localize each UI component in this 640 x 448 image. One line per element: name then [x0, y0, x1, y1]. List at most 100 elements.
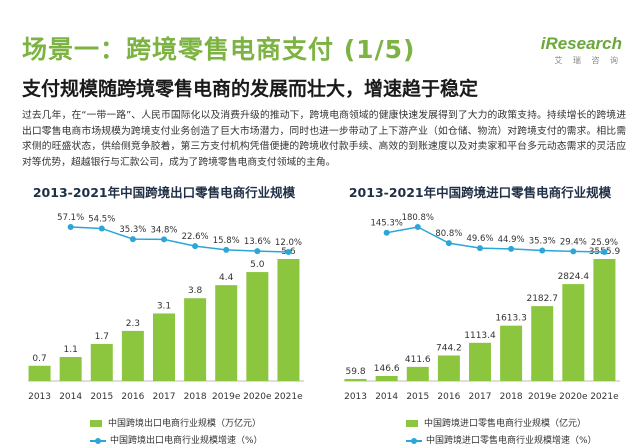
- line-point: [98, 225, 105, 232]
- x-tick-label: 2016: [437, 392, 460, 402]
- line-value-label: 80.8%: [435, 229, 462, 239]
- legend-item-line: 中国跨境出口电商行业规模增速（%）: [90, 433, 263, 446]
- legend-item-bar: 中国跨境出口电商行业规模（万亿元）: [90, 416, 261, 429]
- x-tick-label: 2017: [153, 392, 176, 402]
- bar: [437, 355, 460, 381]
- bar: [500, 325, 523, 381]
- chart-import: 2013-2021年中国跨境进口零售电商行业规模 59.8 2013 146.6 20…: [330, 180, 630, 448]
- bar-value-label: 5.0: [250, 260, 265, 270]
- x-tick-label: 2013: [344, 392, 367, 402]
- bar-value-label: 3.1: [157, 301, 171, 311]
- chart-export-svg: 0.7 2013 1.1 2014 1.7 2015 2.3 2016 3.1 2017 3.8 20…: [28, 213, 304, 402]
- line-value-label: 34.8%: [150, 225, 177, 235]
- line-value-label: 15.8%: [213, 236, 240, 246]
- bar-value-label: 3.8: [188, 286, 203, 296]
- x-tick-label: 2021e: [590, 392, 619, 402]
- bar: [215, 285, 238, 381]
- bar: [153, 313, 175, 381]
- bar: [562, 284, 585, 381]
- line-value-label: 49.6%: [466, 234, 493, 244]
- page-title: 场景一：跨境零售电商支付 (1/5): [22, 35, 416, 64]
- bar-value-label: 2182.7: [526, 294, 558, 304]
- line-value-label: 54.5%: [88, 214, 115, 224]
- line-value-label: 25.9%: [591, 238, 618, 248]
- line-value-label: 180.8%: [402, 213, 434, 223]
- x-tick-label: 2020e: [243, 392, 272, 402]
- line-value-label: 29.4%: [560, 237, 587, 247]
- bar-value-label: 2824.4: [558, 272, 590, 282]
- brand-logo: iResearch: [540, 34, 622, 53]
- legend-label: 中国跨境进口零售电商行业规模（亿元）: [424, 419, 587, 429]
- line-value-label: 35.3%: [119, 225, 146, 235]
- x-tick-label: 2021e: [274, 392, 303, 402]
- legend-swatch-line: [406, 437, 422, 444]
- bar: [28, 365, 51, 381]
- x-tick-label: 2016: [121, 392, 144, 402]
- line-point: [67, 224, 74, 230]
- bar: [246, 272, 269, 381]
- line-point: [539, 247, 546, 254]
- bar: [277, 259, 300, 381]
- x-tick-label: 2015: [406, 392, 429, 402]
- x-tick-label: 2017: [469, 392, 492, 402]
- bar: [184, 298, 207, 381]
- legend-swatch-bar: [406, 420, 418, 427]
- bar-value-label: 411.6: [405, 355, 431, 365]
- chart-export: 2013-2021年中国跨境出口零售电商行业规模 0.7 2013 1.1 2014 1…: [14, 180, 314, 448]
- line-point: [508, 245, 515, 252]
- chart-title: 2013-2021年中国跨境出口零售电商行业规模: [32, 185, 296, 200]
- chart-import-svg: 59.8 2013 146.6 2014 411.6 2015 744.2 2016 1113.…: [344, 213, 620, 402]
- legend-label: 中国跨境出口电商行业规模增速（%）: [110, 436, 263, 446]
- bar-value-label: 2.3: [126, 319, 140, 329]
- line-value-label: 145.3%: [370, 219, 402, 229]
- bar: [593, 259, 616, 381]
- legend-label: 中国跨境进口零售电商行业规模增速（%）: [426, 436, 597, 446]
- line-point: [477, 245, 483, 252]
- body-paragraph: 过去几年，在“一带一路”、人民币国际化以及消费升级的推动下，跨境电商领域的健康快…: [22, 110, 626, 168]
- brand-subtitle: 艾 瑞 咨 询: [554, 56, 622, 65]
- legend-item-line: 中国跨境进口零售电商行业规模增速（%）: [406, 433, 597, 446]
- line-point: [383, 229, 390, 236]
- bar: [469, 342, 491, 381]
- bar: [531, 306, 554, 381]
- line-value-label: 22.6%: [182, 232, 209, 242]
- x-tick-label: 2019e: [212, 392, 241, 402]
- page-subtitle: 支付规模随跨境零售电商的发展而壮大，增速趋于稳定: [22, 78, 479, 100]
- bar-value-label: 1113.4: [464, 331, 496, 341]
- x-tick-label: 2014: [375, 392, 398, 402]
- bar-value-label: 59.8: [346, 367, 366, 377]
- bar-value-label: 4.4: [219, 273, 234, 283]
- line-point: [601, 249, 608, 255]
- line-value-label: 12.0%: [275, 238, 302, 248]
- x-tick-label: 2019e: [528, 392, 557, 402]
- bar-value-label: 1.1: [64, 345, 78, 355]
- line-value-label: 44.9%: [498, 235, 525, 245]
- x-tick-label: 2015: [90, 392, 113, 402]
- brand: iResearch 艾 瑞 咨 询: [541, 34, 622, 66]
- x-tick-label: 2018: [184, 392, 207, 402]
- line-point: [254, 248, 261, 255]
- line-point: [285, 249, 292, 255]
- bar: [121, 330, 144, 381]
- line-point: [223, 246, 230, 253]
- line-series-growth: [386, 226, 605, 253]
- x-tick-label: 2020e: [559, 392, 588, 402]
- line-point: [192, 243, 199, 250]
- bar-value-label: 1.7: [95, 332, 109, 342]
- legend-item-bar: 中国跨境进口零售电商行业规模（亿元）: [406, 416, 586, 429]
- bar: [90, 343, 113, 381]
- bar: [406, 366, 429, 381]
- line-series-growth: [70, 226, 289, 253]
- x-tick-label: 2013: [28, 392, 51, 402]
- bar-value-label: 0.7: [32, 354, 46, 364]
- line-point: [129, 236, 136, 243]
- line-point: [445, 240, 452, 247]
- bar: [375, 375, 398, 381]
- bar-value-label: 744.2: [436, 343, 462, 353]
- line-point: [161, 236, 167, 243]
- x-tick-label: 2014: [59, 392, 82, 402]
- line-point: [414, 224, 421, 230]
- legend-swatch-bar: [90, 420, 102, 427]
- x-tick-label: 2018: [500, 392, 523, 402]
- bar: [59, 357, 82, 381]
